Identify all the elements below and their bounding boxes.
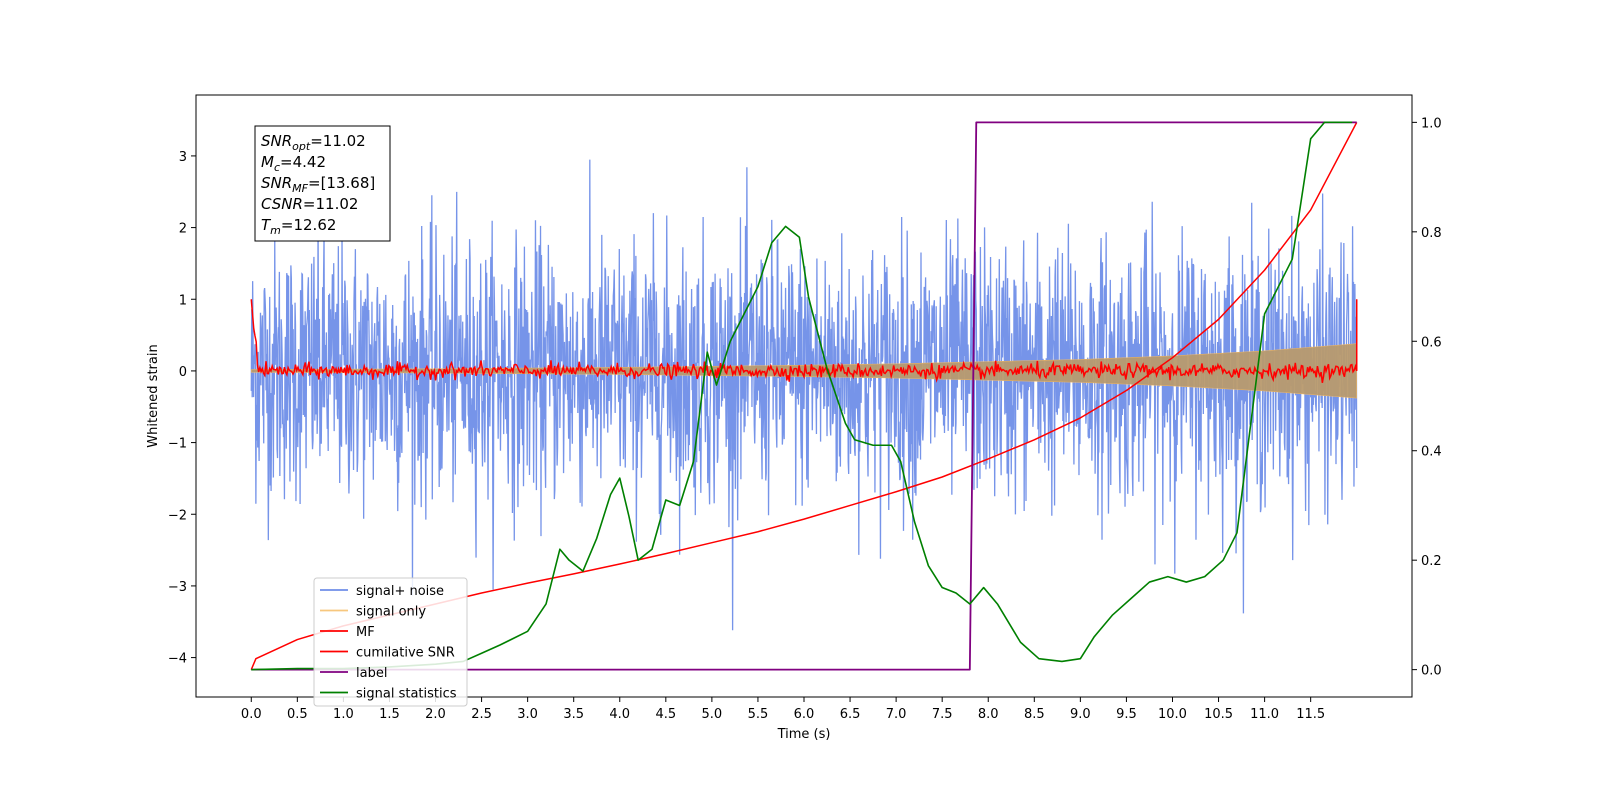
x-tick-label: 10.5 [1204,707,1233,722]
legend-label: MF [356,625,375,640]
legend-label: cumilative SNR [356,646,455,661]
x-tick-label: 9.0 [1070,707,1091,722]
x-tick-label: 4.5 [655,707,676,722]
x-tick-label: 2.5 [471,707,492,722]
plot-area [250,121,1358,671]
y-tick-label: −2 [168,508,187,523]
y-tick-label: −1 [168,437,187,452]
y2-tick-label: 0.8 [1421,226,1442,241]
x-tick-label: 7.0 [886,707,907,722]
y-tick-label: −4 [168,652,187,667]
x-tick-label: 9.5 [1116,707,1137,722]
x-tick-label: 5.5 [748,707,769,722]
y2-tick-label: 1.0 [1421,116,1442,131]
y2-tick-label: 0.6 [1421,335,1442,350]
y-tick-label: 1 [179,293,187,308]
x-tick-label: 0.5 [287,707,308,722]
y2-tick-label: 0.4 [1421,445,1442,460]
series-signal-noise [250,159,1358,631]
x-tick-label: 0.0 [241,707,262,722]
x-tick-label: 8.5 [1024,707,1045,722]
x-tick-label: 3.5 [563,707,584,722]
y2-tick-label: 0.2 [1421,554,1442,569]
x-tick-label: 6.5 [840,707,861,722]
y-tick-label: 0 [179,365,187,380]
x-tick-label: 3.0 [517,707,538,722]
x-tick-label: 1.0 [333,707,354,722]
annotation-box: SNRopt=11.02Mc=4.42SNRMF=[13.68]CSNR=11.… [254,125,391,242]
x-tick-label: 10.0 [1158,707,1187,722]
x-axis-label: Time (s) [777,727,831,742]
x-tick-label: 11.5 [1296,707,1325,722]
y2-tick-label: 0.0 [1421,664,1442,679]
annotation-line: CSNR=11.02 [261,195,358,213]
series-mf [250,299,1358,383]
legend-label: label [356,666,387,681]
axis-ticks: 0.0 0.5 1.0 1.5 2.0 2.5 3.0 3.5 4.0 4.5 5.0 5.5 6.0 6… [168,116,1442,722]
series-signal-statistics [251,121,1353,671]
series-label [251,121,1357,671]
x-tick-label: 4.0 [609,707,630,722]
y-tick-label: 3 [179,150,187,165]
legend-label: signal+ noise [356,584,444,599]
x-tick-label: 2.0 [425,707,446,722]
x-tick-label: 1.5 [379,707,400,722]
y-axis-label: Whitened strain [146,344,161,447]
x-tick-label: 11.0 [1250,707,1279,722]
annotation-line: Mc=4.42 [261,153,326,174]
legend-label: signal only [356,605,426,620]
x-tick-label: 8.0 [978,707,999,722]
x-tick-label: 5.0 [702,707,723,722]
legend-label: signal statistics [356,687,457,702]
y-tick-label: 2 [179,222,187,237]
x-tick-label: 6.0 [794,707,815,722]
annotation-line: Tm=12.62 [261,216,336,237]
annotation-box-frame [254,125,391,242]
legend-frame [313,577,468,707]
legend: signal+ noise signal only MF cumilative SNR… [313,577,468,707]
annotation-line: SNRMF=[13.68] [261,174,375,195]
annotation-line: SNRopt=11.02 [261,132,366,153]
y-tick-label: −3 [168,580,187,595]
x-tick-label: 7.5 [932,707,953,722]
